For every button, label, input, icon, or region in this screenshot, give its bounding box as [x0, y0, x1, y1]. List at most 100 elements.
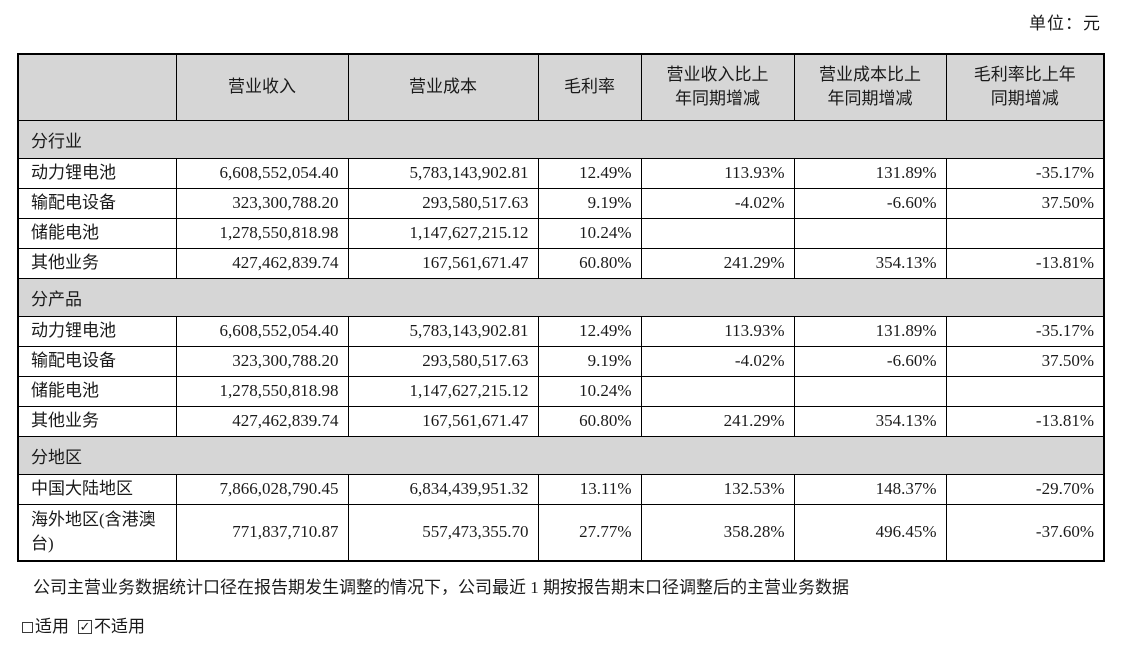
section-title: 分地区	[17, 435, 1105, 475]
cost-cell: 1,147,627,215.12	[347, 375, 539, 407]
margin-yoy-cell	[945, 217, 1105, 249]
table-row: 输配电设备 323,300,788.20 293,580,517.63 9.19…	[17, 345, 1105, 377]
row-label-cell: 储能电池	[17, 217, 177, 249]
table-row: 海外地区(含港澳台) 771,837,710.87 557,473,355.70…	[17, 503, 1105, 562]
cost-cell: 167,561,671.47	[347, 247, 539, 279]
section-row-industry: 分行业	[17, 119, 1105, 159]
revenue-yoy-cell	[640, 375, 795, 407]
cost-yoy-cell: 496.45%	[793, 503, 947, 562]
revenue-cell: 7,866,028,790.45	[175, 473, 349, 505]
revenue-cell: 771,837,710.87	[175, 503, 349, 562]
margin-cell: 27.77%	[537, 503, 642, 562]
table-row: 储能电池 1,278,550,818.98 1,147,627,215.12 1…	[17, 217, 1105, 249]
header-empty-cell	[17, 53, 177, 121]
margin-yoy-cell: -13.81%	[945, 405, 1105, 437]
unit-label: 单位：元	[1029, 14, 1101, 33]
footnote-text: 公司主营业务数据统计口径在报告期发生调整的情况下，公司最近 1 期按报告期末口径…	[33, 578, 849, 597]
cost-yoy-cell: 354.13%	[793, 247, 947, 279]
table-row: 输配电设备 323,300,788.20 293,580,517.63 9.19…	[17, 187, 1105, 219]
cost-cell: 557,473,355.70	[347, 503, 539, 562]
margin-yoy-cell: -13.81%	[945, 247, 1105, 279]
cost-yoy-cell: 148.37%	[793, 473, 947, 505]
cost-cell: 293,580,517.63	[347, 187, 539, 219]
report-page: 单位：元 营业收入 营业成本 毛利率 营业收入比上 年同期增减 营业成本比上 年同期…	[17, 12, 1105, 638]
cost-yoy-cell	[793, 375, 947, 407]
margin-cell: 10.24%	[537, 217, 642, 249]
option-applicable: 适用	[22, 616, 69, 638]
header-margin-yoy: 毛利率比上年 同期增减	[945, 53, 1105, 121]
cost-cell: 293,580,517.63	[347, 345, 539, 377]
revenue-cell: 6,608,552,054.40	[175, 315, 349, 347]
cost-yoy-cell: 354.13%	[793, 405, 947, 437]
margin-yoy-cell: -29.70%	[945, 473, 1105, 505]
row-label-cell: 中国大陆地区	[17, 473, 177, 505]
cost-cell: 1,147,627,215.12	[347, 217, 539, 249]
table-row: 动力锂电池 6,608,552,054.40 5,783,143,902.81 …	[17, 157, 1105, 189]
section-row-product: 分产品	[17, 277, 1105, 317]
checkbox-checked-icon: ✓	[78, 620, 92, 635]
margin-cell: 9.19%	[537, 345, 642, 377]
revenue-yoy-cell: -4.02%	[640, 187, 795, 219]
table-row: 其他业务 427,462,839.74 167,561,671.47 60.80…	[17, 405, 1105, 437]
revenue-yoy-cell: -4.02%	[640, 345, 795, 377]
table-row: 其他业务 427,462,839.74 167,561,671.47 60.80…	[17, 247, 1105, 279]
margin-yoy-cell	[945, 375, 1105, 407]
revenue-yoy-cell: 241.29%	[640, 247, 795, 279]
option-applicable-label: 适用	[35, 617, 69, 636]
margin-cell: 13.11%	[537, 473, 642, 505]
row-label-cell: 其他业务	[17, 405, 177, 437]
row-label-cell: 输配电设备	[17, 187, 177, 219]
cost-cell: 167,561,671.47	[347, 405, 539, 437]
revenue-yoy-cell: 132.53%	[640, 473, 795, 505]
applicability-line: 适用 ✓ 不适用	[17, 616, 1103, 638]
cost-yoy-cell: -6.60%	[793, 187, 947, 219]
margin-yoy-cell: -35.17%	[945, 315, 1105, 347]
margin-cell: 9.19%	[537, 187, 642, 219]
table-row: 动力锂电池 6,608,552,054.40 5,783,143,902.81 …	[17, 315, 1105, 347]
margin-yoy-cell: 37.50%	[945, 345, 1105, 377]
cost-cell: 6,834,439,951.32	[347, 473, 539, 505]
margin-cell: 12.49%	[537, 315, 642, 347]
header-row: 营业收入 营业成本 毛利率 营业收入比上 年同期增减 营业成本比上 年同期增减 毛利…	[17, 53, 1105, 121]
margin-cell: 12.49%	[537, 157, 642, 189]
header-gross-margin: 毛利率	[537, 53, 642, 121]
revenue-yoy-cell: 241.29%	[640, 405, 795, 437]
header-cost: 营业成本	[347, 53, 539, 121]
header-revenue-yoy: 营业收入比上 年同期增减	[640, 53, 795, 121]
row-label-cell: 其他业务	[17, 247, 177, 279]
section-row-region: 分地区	[17, 435, 1105, 475]
header-revenue: 营业收入	[175, 53, 349, 121]
table-row: 储能电池 1,278,550,818.98 1,147,627,215.12 1…	[17, 375, 1105, 407]
revenue-cell: 1,278,550,818.98	[175, 217, 349, 249]
cost-cell: 5,783,143,902.81	[347, 315, 539, 347]
header-cost-yoy: 营业成本比上 年同期增减	[793, 53, 947, 121]
cost-yoy-cell	[793, 217, 947, 249]
revenue-yoy-cell	[640, 217, 795, 249]
revenue-cell: 323,300,788.20	[175, 345, 349, 377]
revenue-yoy-cell: 113.93%	[640, 157, 795, 189]
revenue-cell: 1,278,550,818.98	[175, 375, 349, 407]
margin-cell: 10.24%	[537, 375, 642, 407]
cost-yoy-cell: 131.89%	[793, 157, 947, 189]
margin-yoy-cell: -35.17%	[945, 157, 1105, 189]
cost-cell: 5,783,143,902.81	[347, 157, 539, 189]
option-not-applicable-label: 不适用	[94, 617, 145, 636]
revenue-cell: 6,608,552,054.40	[175, 157, 349, 189]
option-not-applicable: ✓ 不适用	[78, 616, 145, 638]
table-row: 中国大陆地区 7,866,028,790.45 6,834,439,951.32…	[17, 473, 1105, 505]
row-label-cell: 储能电池	[17, 375, 177, 407]
row-label-cell: 输配电设备	[17, 345, 177, 377]
revenue-cell: 427,462,839.74	[175, 247, 349, 279]
margin-yoy-cell: 37.50%	[945, 187, 1105, 219]
section-title: 分行业	[17, 119, 1105, 159]
main-business-data-table: 营业收入 营业成本 毛利率 营业收入比上 年同期增减 营业成本比上 年同期增减 毛利…	[17, 53, 1105, 562]
cost-yoy-cell: -6.60%	[793, 345, 947, 377]
checkbox-unchecked-icon	[22, 621, 33, 633]
revenue-yoy-cell: 113.93%	[640, 315, 795, 347]
revenue-cell: 427,462,839.74	[175, 405, 349, 437]
row-label-cell: 动力锂电池	[17, 157, 177, 189]
revenue-yoy-cell: 358.28%	[640, 503, 795, 562]
margin-cell: 60.80%	[537, 247, 642, 279]
margin-yoy-cell: -37.60%	[945, 503, 1105, 562]
revenue-cell: 323,300,788.20	[175, 187, 349, 219]
